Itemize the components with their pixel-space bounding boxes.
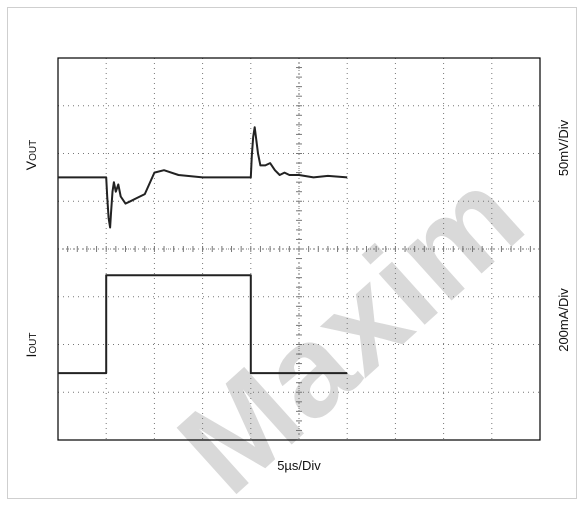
iout-label: IOUT: [23, 333, 39, 358]
trace-iout: [58, 274, 348, 375]
plot-frame: [57, 57, 541, 441]
traces: [58, 126, 348, 375]
trace-vout: [58, 126, 348, 229]
iout-label-sub: OUT: [28, 333, 39, 354]
vout-scale-label: 50mV/Div: [556, 119, 571, 176]
iout-scale-label: 200mA/Div: [556, 288, 571, 352]
vout-label-sub: OUT: [28, 140, 39, 161]
x-axis-label: 5µs/Div: [277, 458, 321, 473]
figure-border: [7, 7, 577, 499]
vout-label-main: V: [23, 160, 39, 170]
vout-label: VOUT: [23, 140, 39, 170]
grid: [57, 57, 541, 441]
iout-label-main: I: [23, 354, 39, 358]
